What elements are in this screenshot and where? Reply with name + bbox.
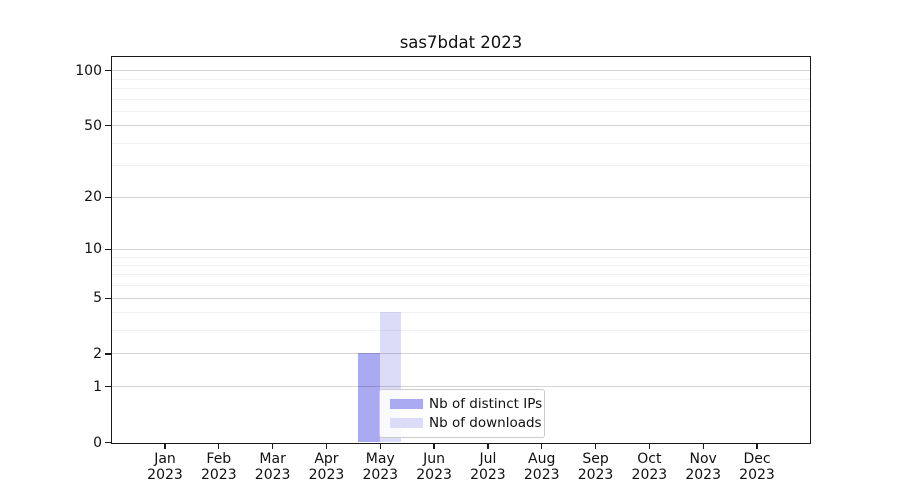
x-tick-mark: [756, 443, 758, 449]
minor-gridline: [112, 312, 810, 314]
x-tick-mark: [648, 443, 650, 449]
legend-entry-downloads: Nb of downloads: [390, 414, 542, 433]
legend-label-downloads: Nb of downloads: [429, 414, 542, 431]
legend-swatch-distinct-ips: [390, 399, 423, 410]
minor-gridline: [112, 256, 810, 258]
y-tick-mark: [105, 248, 112, 250]
minor-gridline: [112, 285, 810, 287]
minor-gridline: [112, 274, 810, 276]
y-tick-mark: [105, 386, 112, 388]
x-tick-label: Feb 2023: [200, 451, 237, 483]
minor-gridline: [112, 330, 810, 332]
x-tick-label: May 2023: [362, 451, 399, 483]
y-tick-mark: [105, 353, 112, 355]
x-tick-label: Jul 2023: [470, 451, 506, 483]
chart-title: sas7bdat 2023: [399, 33, 523, 52]
y-tick-label: 10: [84, 241, 102, 258]
y-tick-label: 20: [84, 189, 102, 206]
y-tick-label: 50: [84, 117, 102, 134]
y-tick-mark: [105, 196, 112, 198]
x-tick-label: Oct 2023: [631, 451, 668, 483]
y-tick-mark: [105, 125, 112, 127]
x-tick-label: Jan 2023: [147, 451, 183, 483]
x-tick-mark: [325, 443, 328, 449]
legend-swatch-downloads: [390, 417, 423, 428]
minor-gridline: [112, 165, 810, 167]
x-tick-label: Nov 2023: [685, 451, 721, 483]
y-tick-mark: [105, 297, 112, 299]
x-tick-label: Aug 2023: [523, 451, 560, 483]
major-gridline: [112, 353, 810, 355]
major-gridline: [112, 196, 810, 198]
legend: Nb of distinct IPs Nb of downloads: [379, 389, 545, 438]
y-tick-label: 100: [75, 62, 102, 79]
x-tick-mark: [379, 443, 381, 449]
x-tick-mark: [433, 443, 435, 449]
major-gridline: [112, 386, 810, 388]
major-gridline: [112, 248, 810, 250]
plot-area: [111, 56, 811, 444]
minor-gridline: [112, 78, 810, 80]
x-tick-mark: [541, 443, 543, 449]
minor-gridline: [112, 110, 810, 112]
minor-gridline: [112, 142, 810, 144]
x-tick-label: Jun 2023: [416, 451, 452, 483]
y-tick-mark: [105, 70, 112, 72]
minor-gridline: [112, 98, 810, 100]
x-tick-mark: [164, 443, 166, 449]
x-tick-label: Sep 2023: [577, 451, 614, 483]
y-tick-label: 2: [93, 345, 102, 362]
y-tick-label: 5: [93, 290, 102, 307]
bar-distinct-ips: [358, 353, 380, 442]
x-tick-label: Apr 2023: [308, 451, 345, 483]
x-tick-mark: [218, 443, 220, 449]
y-tick-label: 0: [93, 434, 102, 451]
y-tick-label: 1: [93, 378, 102, 395]
legend-entry-distinct-ips: Nb of distinct IPs: [390, 395, 542, 414]
major-gridline: [112, 125, 810, 127]
x-tick-mark: [594, 443, 597, 449]
x-tick-mark: [487, 443, 489, 449]
x-tick-label: Dec 2023: [739, 451, 775, 483]
legend-label-distinct-ips: Nb of distinct IPs: [429, 396, 543, 413]
y-tick-mark: [105, 441, 112, 444]
major-gridline: [112, 297, 810, 299]
major-gridline: [112, 70, 810, 72]
x-tick-mark: [271, 443, 274, 449]
minor-gridline: [112, 264, 810, 266]
x-tick-mark: [702, 443, 704, 449]
x-tick-label: Mar 2023: [254, 451, 291, 483]
minor-gridline: [112, 87, 810, 89]
